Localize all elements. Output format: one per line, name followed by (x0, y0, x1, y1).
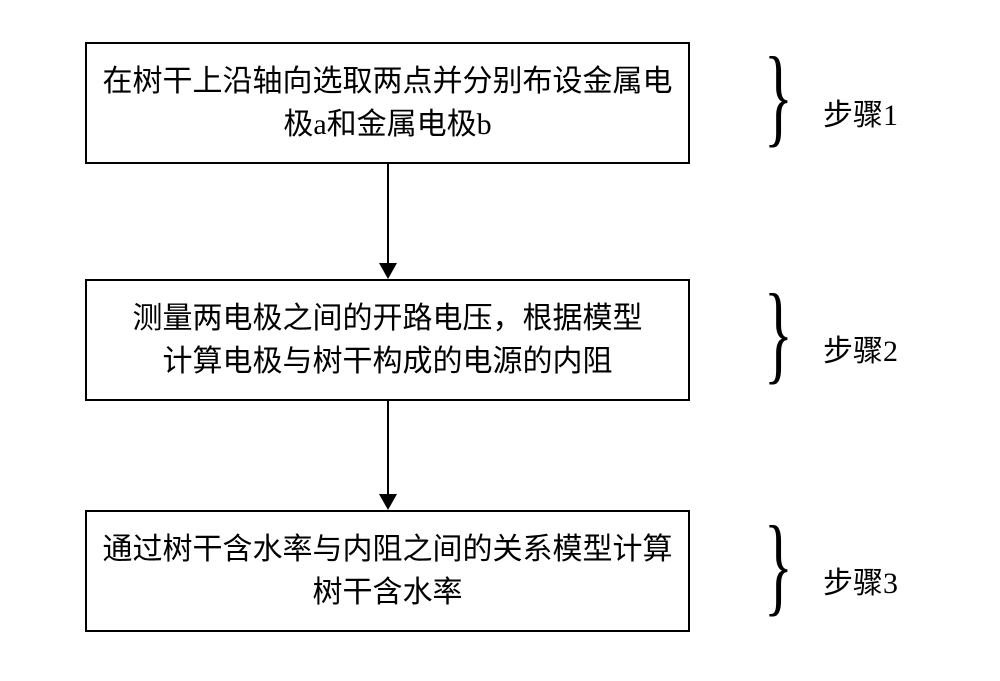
step-2-box: 测量两电极之间的开路电压，根据模型 计算电极与树干构成的电源的内阻 (85, 279, 690, 401)
step-1-box: 在树干上沿轴向选取两点并分别布设金属电 极a和金属电极b (85, 42, 690, 164)
arrow-head-icon (379, 494, 397, 510)
flowchart-canvas: 在树干上沿轴向选取两点并分别布设金属电 极a和金属电极b } 步骤1 测量两电极… (0, 0, 1000, 681)
brace-icon: } (764, 278, 793, 388)
step-1-line-2: 极a和金属电极b (283, 108, 491, 141)
brace-icon: } (764, 41, 793, 151)
arrow-head-icon (379, 263, 397, 279)
step-2-label: 步骤2 (823, 326, 898, 370)
connector-arrow-1 (387, 164, 389, 264)
step-1-label: 步骤1 (823, 90, 898, 134)
step-2-text: 测量两电极之间的开路电压，根据模型 计算电极与树干构成的电源的内阻 (133, 297, 643, 384)
step-2-line-1: 测量两电极之间的开路电压，根据模型 (133, 302, 643, 335)
connector-arrow-2 (387, 401, 389, 495)
brace-icon: } (764, 510, 793, 620)
step-3-label: 步骤3 (823, 558, 898, 602)
step-3-line-1: 通过树干含水率与内阻之间的关系模型计算 (103, 533, 673, 566)
step-3-line-2: 树干含水率 (313, 576, 463, 609)
step-1-line-1: 在树干上沿轴向选取两点并分别布设金属电 (103, 65, 673, 98)
step-1-text: 在树干上沿轴向选取两点并分别布设金属电 极a和金属电极b (103, 60, 673, 147)
step-3-text: 通过树干含水率与内阻之间的关系模型计算 树干含水率 (103, 528, 673, 615)
step-2-line-2: 计算电极与树干构成的电源的内阻 (163, 345, 613, 378)
step-3-box: 通过树干含水率与内阻之间的关系模型计算 树干含水率 (85, 510, 690, 632)
